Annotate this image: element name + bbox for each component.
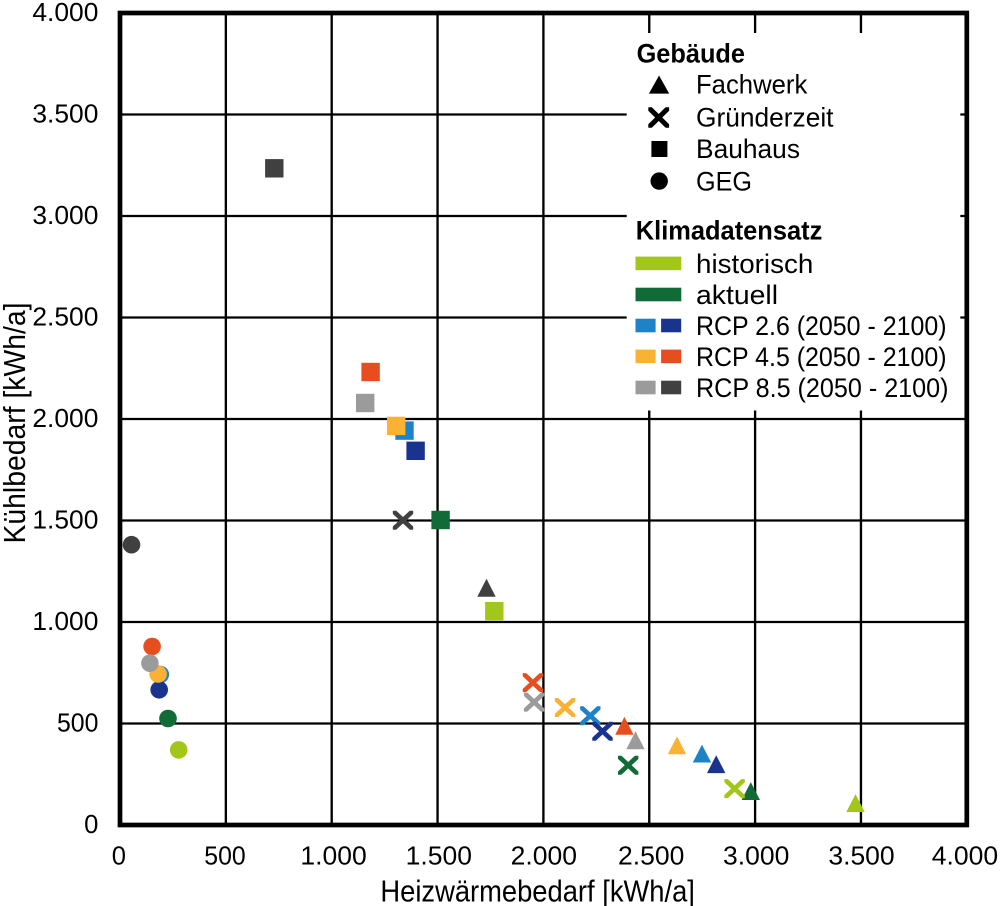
svg-text:Kühlbedarf [kWh/a]: Kühlbedarf [kWh/a]: [0, 303, 32, 544]
svg-text:historisch: historisch: [696, 249, 813, 279]
svg-text:2.000: 2.000: [32, 405, 98, 433]
svg-text:2.000: 2.000: [511, 843, 577, 871]
svg-text:Gebäude: Gebäude: [637, 39, 745, 69]
svg-text:3.000: 3.000: [723, 843, 789, 871]
svg-text:RCP 2.6 (2050 - 2100): RCP 2.6 (2050 - 2100): [696, 311, 947, 341]
svg-text:3.000: 3.000: [32, 202, 98, 230]
svg-text:1.500: 1.500: [32, 506, 98, 534]
svg-text:Gründerzeit: Gründerzeit: [696, 103, 834, 133]
svg-text:0: 0: [112, 843, 126, 871]
svg-text:RCP 4.5 (2050 - 2100): RCP 4.5 (2050 - 2100): [696, 342, 947, 372]
svg-text:GEG: GEG: [696, 167, 752, 197]
svg-text:1.500: 1.500: [406, 843, 472, 871]
svg-text:500: 500: [204, 843, 245, 871]
svg-text:2.500: 2.500: [618, 843, 684, 871]
svg-text:1.000: 1.000: [300, 843, 366, 871]
svg-text:1.000: 1.000: [32, 608, 98, 636]
svg-text:4.000: 4.000: [932, 843, 998, 871]
svg-text:2.500: 2.500: [32, 303, 98, 331]
svg-text:Fachwerk: Fachwerk: [696, 70, 808, 100]
svg-text:aktuell: aktuell: [696, 280, 778, 310]
svg-text:500: 500: [57, 709, 98, 737]
svg-text:4.000: 4.000: [32, 0, 98, 27]
svg-text:RCP 8.5 (2050 - 2100): RCP 8.5 (2050 - 2100): [696, 373, 949, 403]
svg-text:Klimadatensatz: Klimadatensatz: [636, 215, 823, 245]
svg-text:3.500: 3.500: [32, 100, 98, 128]
svg-text:Bauhaus: Bauhaus: [696, 134, 800, 164]
svg-text:Heizwärmebedarf [kWh/a]: Heizwärmebedarf [kWh/a]: [380, 876, 695, 906]
svg-text:3.500: 3.500: [828, 843, 894, 871]
svg-text:0: 0: [84, 811, 98, 839]
